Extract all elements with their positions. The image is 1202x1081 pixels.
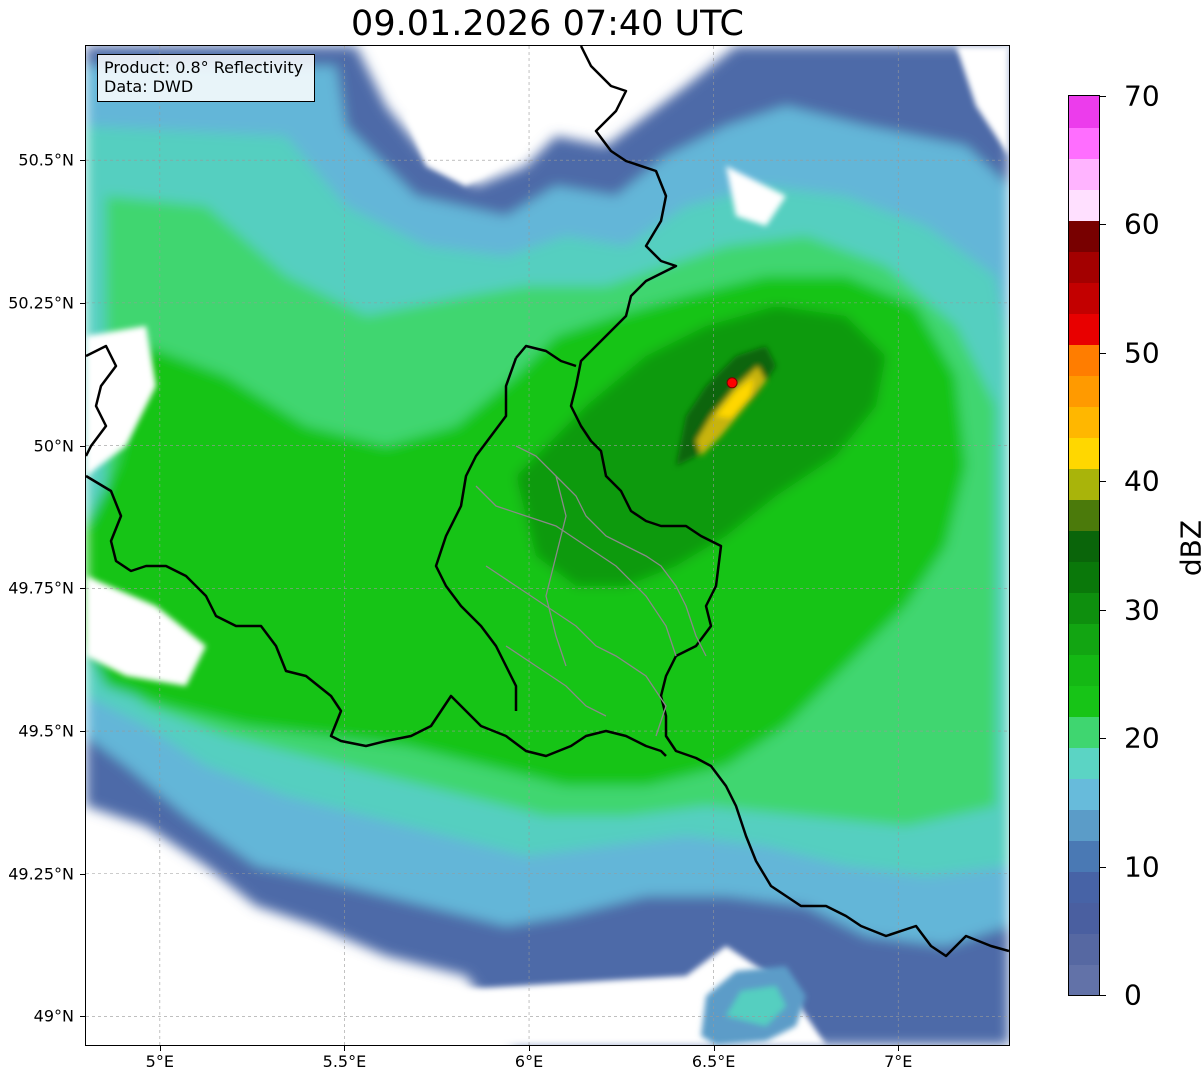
lat-tick-label: 50°N [33,436,74,456]
admin-boundaries [475,445,707,737]
colorbar-tick [1100,481,1106,483]
colorbar-segment [1069,964,1099,995]
data-source-label: Data: DWD [104,77,194,96]
lat-tick-label: 49.75°N [8,578,74,598]
colorbar-tick-label: 20 [1124,721,1160,755]
lat-tick-label: 49°N [33,1006,74,1026]
colorbar-tick-label: 40 [1124,464,1160,498]
lon-tick [713,1046,715,1051]
map-title: 09.01.2026 07:40 UTC [351,4,744,44]
colorbar-segment [1069,561,1099,593]
echo-field [86,46,1009,1045]
colorbar-segment [1069,375,1099,407]
lat-tick [80,588,85,590]
colorbar-segment [1069,158,1099,190]
lon-tick [159,1046,161,1051]
colorbar-segment [1069,313,1099,345]
colorbar-segment [1069,220,1099,252]
lat-tick-label: 49.25°N [8,864,74,884]
colorbar-segment [1069,778,1099,810]
lon-tick-label: 6.5°E [691,1052,736,1071]
colorbar-tick-label: 70 [1124,79,1160,113]
colorbar-segment [1069,251,1099,283]
lat-tick [80,160,85,162]
colorbar-segment [1069,747,1099,779]
lon-tick [344,1046,346,1051]
lon-tick [898,1046,900,1051]
colorbar-segment [1069,437,1099,469]
colorbar [1068,95,1100,996]
country-borders [86,46,1009,958]
colorbar-segment [1069,654,1099,686]
colorbar-segment [1069,933,1099,965]
lat-tick-label: 50.25°N [8,293,74,313]
colorbar-segment [1069,282,1099,314]
lat-tick [80,873,85,875]
colorbar-tick [1100,96,1106,97]
colorbar-tick [1100,609,1106,611]
colorbar-tick-label: 10 [1124,850,1160,884]
colorbar-segment [1069,840,1099,872]
colorbar-tick [1100,224,1106,226]
product-info-box: Product: 0.8° Reflectivity Data: DWD [97,54,315,102]
colorbar-segment [1069,530,1099,562]
colorbar-tick [1100,866,1106,868]
lat-tick [80,1016,85,1018]
colorbar-segment [1069,902,1099,934]
lat-tick-label: 49.5°N [18,721,74,741]
colorbar-segment [1069,809,1099,841]
radar-site-marker[interactable] [726,377,738,389]
colorbar-tick [1100,995,1106,996]
colorbar-segment [1069,406,1099,438]
echo-core [676,346,776,466]
colorbar-tick-label: 0 [1124,978,1142,1012]
colorbar-segment [1069,716,1099,748]
colorbar-segment [1069,623,1099,655]
graticule [86,46,1009,1045]
colorbar-segment [1069,344,1099,376]
colorbar-segment [1069,127,1099,159]
colorbar-segment [1069,96,1099,128]
echo-patch-south [701,966,806,1045]
colorbar-segment [1069,685,1099,717]
product-label: Product: 0.8° Reflectivity [104,58,304,77]
colorbar-segment [1069,592,1099,624]
lat-tick-label: 50.5°N [18,150,74,170]
lon-tick-label: 5.5°E [322,1052,367,1071]
colorbar-tick [1100,352,1106,354]
lon-tick [529,1046,531,1051]
lat-tick [80,445,85,447]
lon-tick-label: 5°E [145,1052,174,1071]
colorbar-segment [1069,499,1099,531]
lat-tick [80,731,85,733]
lat-tick [80,302,85,304]
radar-map[interactable] [85,45,1010,1046]
lon-tick-label: 7°E [884,1052,913,1071]
colorbar-tick-label: 30 [1124,593,1160,627]
colorbar-segment [1069,189,1099,221]
colorbar-segment [1069,468,1099,500]
colorbar-tick-label: 60 [1124,207,1160,241]
colorbar-segment [1069,871,1099,903]
radar-map-canvas [86,46,1009,1045]
clear-areas [86,46,1009,1045]
colorbar-title: dBZ [1174,519,1202,577]
colorbar-tick-label: 50 [1124,336,1160,370]
colorbar-tick [1100,738,1106,740]
lon-tick-label: 6°E [514,1052,544,1071]
